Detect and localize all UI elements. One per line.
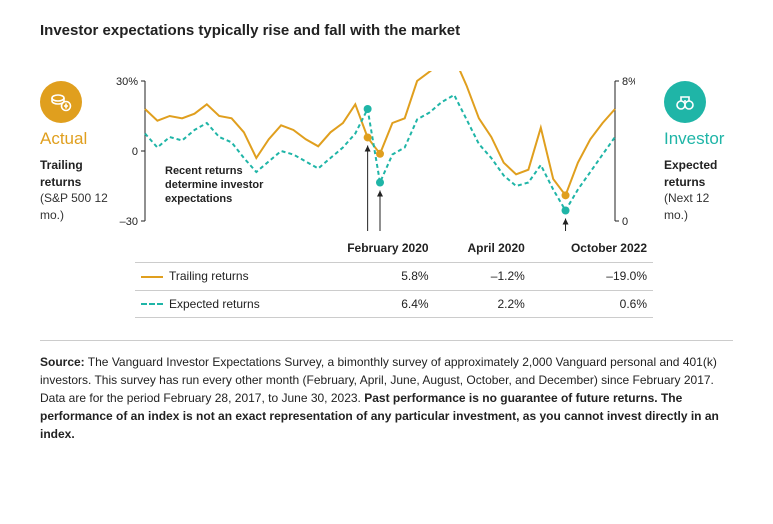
left-axis-label: Actual Trailing returns (S&P 500 12 mo.) — [40, 71, 115, 224]
svg-text:0: 0 — [622, 216, 628, 228]
table-cell: –1.2% — [435, 262, 531, 290]
investor-series-sub1: Expected returns — [664, 157, 733, 191]
table-col-header: February 2020 — [305, 235, 435, 262]
data-table: February 2020April 2020October 2022 Trail… — [135, 235, 653, 318]
chart-title: Investor expectations typically rise and… — [40, 20, 733, 41]
table-cell: –19.0% — [531, 262, 653, 290]
chart-row: Actual Trailing returns (S&P 500 12 mo.)… — [40, 71, 733, 231]
data-table-wrap: February 2020April 2020October 2022 Trail… — [135, 235, 653, 318]
table-cell: 2.2% — [435, 290, 531, 318]
line-chart: –30 0 30% 0 8% — [115, 71, 635, 231]
investor-series-name: Investor — [664, 127, 733, 151]
svg-text:8%: 8% — [622, 76, 635, 88]
source-label: Source: — [40, 355, 85, 369]
binoculars-icon — [664, 81, 706, 123]
source-text: Source: The Vanguard Investor Expectatio… — [40, 353, 733, 443]
actual-series-sub1: Trailing returns — [40, 157, 115, 191]
chart-annotation: Recent returns determine investor expect… — [165, 165, 285, 206]
chart-area: –30 0 30% 0 8% Recent returns determine inve… — [115, 71, 658, 231]
table-cell: 6.4% — [305, 290, 435, 318]
table-cell: 0.6% — [531, 290, 653, 318]
table-cell: 5.8% — [305, 262, 435, 290]
table-row-label: Trailing returns — [135, 262, 305, 290]
actual-series-name: Actual — [40, 127, 115, 151]
actual-series-sub2: (S&P 500 12 mo.) — [40, 190, 115, 224]
table-col-header: April 2020 — [435, 235, 531, 262]
table-col-header: October 2022 — [531, 235, 653, 262]
coins-icon — [40, 81, 82, 123]
svg-text:–30: –30 — [120, 216, 138, 228]
table-row-label: Expected returns — [135, 290, 305, 318]
svg-text:0: 0 — [132, 146, 138, 158]
right-axis-label: Investor Expected returns (Next 12 mo.) — [658, 71, 733, 224]
separator — [40, 340, 733, 341]
svg-text:30%: 30% — [116, 76, 138, 88]
investor-series-sub2: (Next 12 mo.) — [664, 190, 733, 224]
